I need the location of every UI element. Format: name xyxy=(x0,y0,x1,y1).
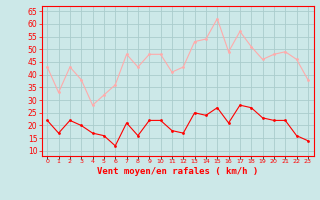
X-axis label: Vent moyen/en rafales ( km/h ): Vent moyen/en rafales ( km/h ) xyxy=(97,167,258,176)
